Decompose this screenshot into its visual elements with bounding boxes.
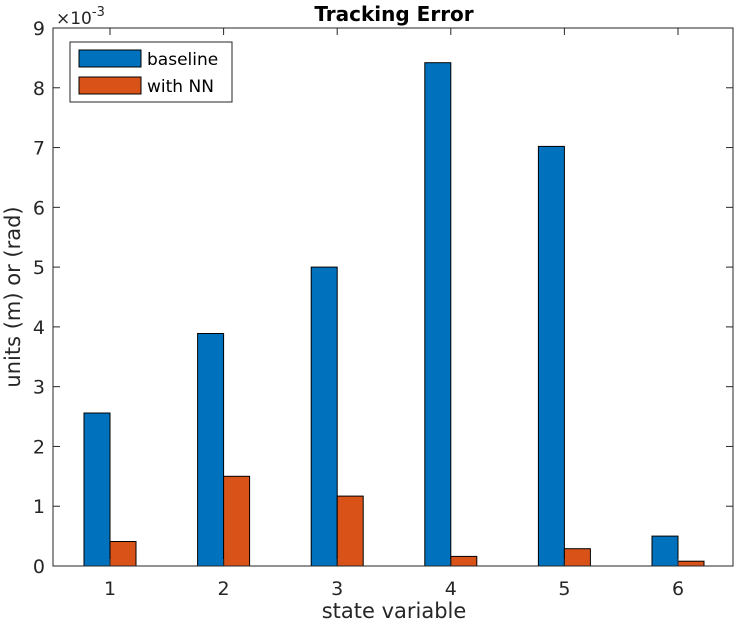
- chart-title: Tracking Error: [314, 2, 473, 26]
- bar-with-nn-4: [450, 555, 478, 567]
- legend-label-with-nn: with NN: [147, 77, 214, 97]
- bar-baseline-1: [83, 412, 111, 567]
- bar-with-nn-5: [563, 548, 591, 567]
- bar-with-nn-2: [223, 475, 251, 567]
- bar-baseline-3: [310, 266, 338, 567]
- y-tick-label-1: 1: [33, 496, 45, 518]
- legend-label-baseline: baseline: [147, 50, 218, 70]
- legend-swatch-baseline: [78, 49, 142, 68]
- y-tick-label-2: 2: [33, 436, 45, 458]
- x-axis-label: state variable: [322, 599, 467, 623]
- bar-with-nn-3: [336, 495, 364, 567]
- x-axis-ticks: 1 2 3 4 5 6: [104, 28, 684, 600]
- x-tick-label-1: 1: [104, 578, 116, 600]
- bar-baseline-5: [537, 145, 565, 567]
- y-axis-label: units (m) or (rad): [1, 206, 25, 387]
- y-tick-label-5: 5: [33, 257, 45, 279]
- y-tick-label-0: 0: [33, 556, 45, 578]
- y-tick-label-3: 3: [33, 377, 45, 399]
- y-tick-label-4: 4: [33, 317, 45, 339]
- bars-group: [83, 62, 705, 567]
- bar-with-nn-1: [109, 541, 137, 567]
- svg-text:×10-3: ×10-3: [56, 5, 105, 29]
- legend: baseline with NN: [69, 41, 233, 103]
- x-tick-label-5: 5: [558, 578, 570, 600]
- x-tick-label-3: 3: [331, 578, 343, 600]
- bar-baseline-2: [197, 333, 225, 567]
- y-exponent-label: ×10-3: [56, 5, 105, 29]
- y-exponent-power: -3: [92, 5, 105, 20]
- x-tick-label-6: 6: [672, 578, 684, 600]
- y-axis-ticks: 0 1 2 3 4 5 6 7 8 9: [33, 18, 733, 578]
- y-tick-label-6: 6: [33, 197, 45, 219]
- x-tick-label-2: 2: [218, 578, 230, 600]
- bar-baseline-6: [651, 535, 679, 567]
- bar-baseline-4: [424, 62, 452, 567]
- y-tick-label-9: 9: [33, 18, 45, 40]
- x-tick-label-4: 4: [445, 578, 457, 600]
- y-tick-label-8: 8: [33, 78, 45, 100]
- plot-area-frame: [52, 27, 734, 567]
- bar-with-nn-6: [677, 560, 705, 567]
- legend-swatch-with-nn: [78, 76, 142, 95]
- y-exponent-base: ×10: [56, 9, 92, 29]
- y-tick-label-7: 7: [33, 138, 45, 160]
